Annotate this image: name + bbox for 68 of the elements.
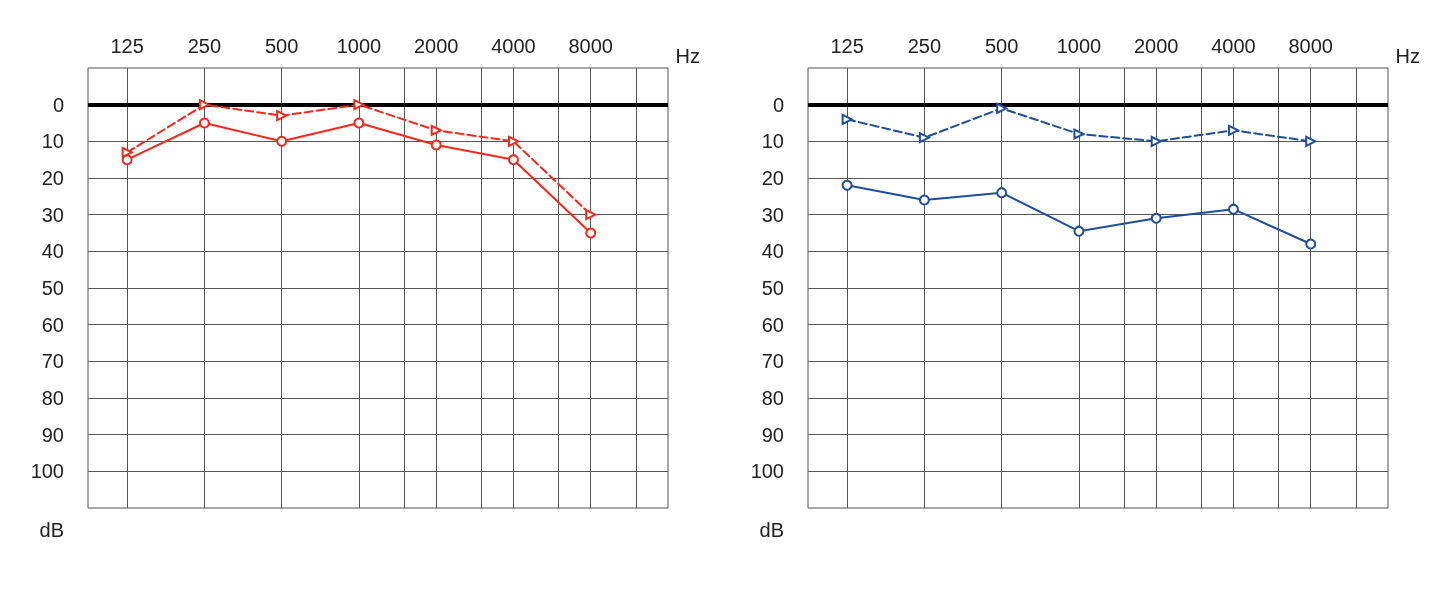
y-tick-label: 30 (761, 203, 784, 226)
point (1150, 135, 1162, 147)
point (918, 194, 930, 206)
point (353, 117, 365, 129)
point (121, 146, 133, 158)
point (1305, 135, 1317, 147)
point (430, 124, 442, 136)
point (507, 154, 519, 166)
y-tick-label: 80 (761, 387, 784, 409)
y-axis-title: dB (39, 519, 64, 541)
point (276, 110, 288, 122)
point (1150, 212, 1162, 224)
x-axis-title: Hz (675, 45, 701, 67)
y-axis-title: dB (759, 519, 784, 541)
point (276, 135, 288, 147)
y-tick-label: 10 (761, 130, 784, 153)
y-tick-label: 20 (761, 167, 784, 189)
point (198, 117, 210, 129)
point (1227, 124, 1239, 136)
y-tick-label: 0 (772, 93, 784, 116)
x-tick-label: 1000 (336, 35, 382, 57)
point (353, 99, 365, 111)
y-tick-label: 0 (52, 93, 64, 116)
y-tick-label: 30 (41, 203, 64, 226)
x-tick-label: 2000 (413, 35, 459, 57)
point (996, 102, 1008, 114)
y-tick-label: 10 (41, 130, 64, 153)
point (1073, 225, 1085, 237)
point (918, 132, 930, 144)
x-tick-label: 250 (187, 35, 222, 57)
x-tick-label: 125 (110, 35, 144, 57)
x-tick-label: 8000 (1288, 35, 1333, 57)
point (1073, 128, 1085, 140)
point (121, 154, 133, 166)
point (841, 113, 853, 125)
y-tick-label: 40 (761, 240, 784, 263)
point (1227, 203, 1239, 215)
x-tick-label: 250 (907, 35, 942, 57)
y-tick-label: 80 (41, 387, 64, 409)
x-tick-label: 1000 (1056, 35, 1102, 57)
y-tick-label: 90 (761, 423, 784, 446)
y-tick-label: 50 (41, 277, 64, 299)
y-tick-label: 90 (41, 423, 64, 446)
y-tick-label: 60 (761, 313, 784, 336)
y-tick-label: 70 (761, 350, 784, 373)
x-tick-label: 500 (264, 35, 299, 57)
point (996, 187, 1008, 199)
point (841, 179, 853, 191)
y-tick-label: 70 (41, 350, 64, 373)
x-axis-title: Hz (1395, 45, 1421, 67)
x-tick-label: 8000 (568, 35, 613, 57)
point (1305, 238, 1317, 250)
x-tick-label: 125 (830, 35, 864, 57)
x-tick-label: 2000 (1133, 35, 1179, 57)
x-tick-label: 4000 (491, 35, 536, 57)
y-tick-label: 100 (30, 460, 64, 483)
x-tick-label: 4000 (1211, 35, 1256, 57)
y-tick-label: 60 (41, 313, 64, 336)
point (507, 135, 519, 147)
y-tick-label: 50 (761, 277, 784, 299)
point (585, 209, 597, 221)
point (585, 227, 597, 239)
x-tick-label: 500 (984, 35, 1019, 57)
point (198, 99, 210, 111)
y-tick-label: 20 (41, 167, 64, 189)
y-tick-label: 40 (41, 240, 64, 263)
y-tick-label: 100 (750, 460, 784, 483)
point (430, 139, 442, 151)
